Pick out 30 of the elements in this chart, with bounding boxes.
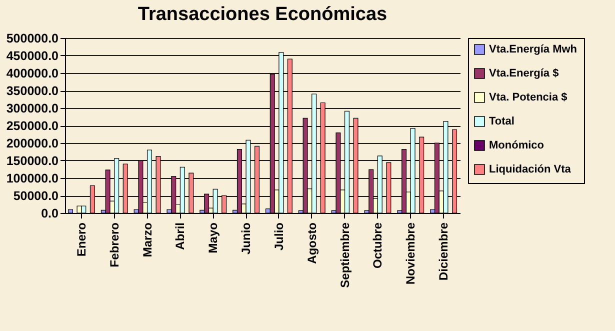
y-tick-label: 200000.0 <box>6 136 59 150</box>
x-tick-label: Febrero <box>107 222 122 268</box>
chart-title: Transacciones Económicas <box>138 4 388 25</box>
x-tick-label: Octubre <box>370 222 385 269</box>
legend-label: Total <box>489 116 514 128</box>
x-tick-label: Septiembre <box>338 222 352 288</box>
x-tick-label: Marzo <box>140 222 154 258</box>
y-tick-label: 100000.0 <box>6 172 59 186</box>
x-tick-label: Mayo <box>206 222 220 254</box>
x-tick-label: Enero <box>74 222 88 257</box>
x-tick-label: Diciembre <box>436 222 451 281</box>
y-tick-label: 450000.0 <box>6 49 59 63</box>
y-tick-label: 150000.0 <box>6 154 59 168</box>
y-tick-label: 350000.0 <box>6 84 59 98</box>
x-tick-label: Agosto <box>304 222 319 264</box>
y-tick-label: 400000.0 <box>6 66 59 80</box>
x-tick-label: Junio <box>239 222 254 254</box>
y-tick-label: 50000.0 <box>13 189 59 203</box>
legend-label: Monómico <box>489 140 544 152</box>
legend-label: Vta. Potencia $ <box>489 92 568 104</box>
legend-label: Vta.Energía $ <box>489 68 559 80</box>
x-tick-label: Noviembre <box>404 222 418 285</box>
y-tick-label: 250000.0 <box>6 119 59 133</box>
y-tick-label: 500000.0 <box>6 32 59 46</box>
x-tick-label: Abril <box>173 222 188 250</box>
y-tick-label: 0.0 <box>41 206 59 220</box>
y-tick-label: 300000.0 <box>6 102 59 116</box>
x-tick-label: Julio <box>272 222 286 251</box>
legend-label: Liquidación Vta <box>489 164 572 176</box>
legend-label: Vta.Energía Mwh <box>489 44 578 56</box>
